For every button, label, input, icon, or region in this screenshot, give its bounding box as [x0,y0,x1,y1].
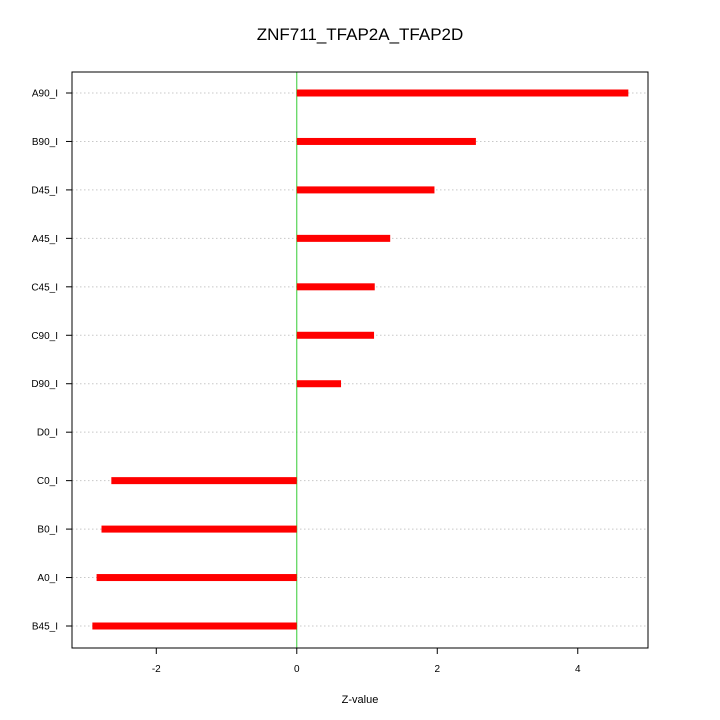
bar-A90_I [296,89,629,97]
x-tick-label: 2 [434,664,440,675]
axis-layer: A90_I B90_I D45_I A45_I C45_I C90_I D90_I D0_I C… [31,89,581,676]
bar-C90_I [296,331,375,339]
y-tick-label: C90_I [31,331,58,342]
y-tick-label: B90_I [32,137,58,148]
x-tick-label: 4 [575,664,581,675]
y-tick-label: D45_I [31,185,58,196]
y-tick-label: A90_I [32,89,58,100]
y-tick-label: D0_I [37,428,58,439]
y-tick-label: B0_I [37,525,58,536]
bar-D90_I [296,380,342,388]
y-tick-label: A45_I [32,234,58,245]
x-tick-label: -2 [152,664,161,675]
bar-B45_I [92,622,297,630]
bar-B90_I [296,137,476,145]
y-tick-label: D90_I [31,379,58,390]
bar-B0_I [101,525,297,533]
plot-frame [71,71,649,649]
grid-layer [72,92,648,627]
bar-C45_I [296,283,375,291]
x-axis-label: Z-value [342,694,379,706]
y-tick-label: C45_I [31,282,58,293]
bar-C0_I [111,477,297,485]
y-tick-label: A0_I [37,573,58,584]
bar-D45_I [296,186,435,194]
x-tick-label: 0 [294,664,300,675]
bar-A0_I [96,574,297,582]
bar-layer [92,89,629,630]
y-tick-label: C0_I [37,476,58,487]
bar-A45_I [296,234,391,242]
chart-title: ZNF711_TFAP2A_TFAP2D [257,25,464,44]
y-tick-label: B45_I [32,622,58,633]
